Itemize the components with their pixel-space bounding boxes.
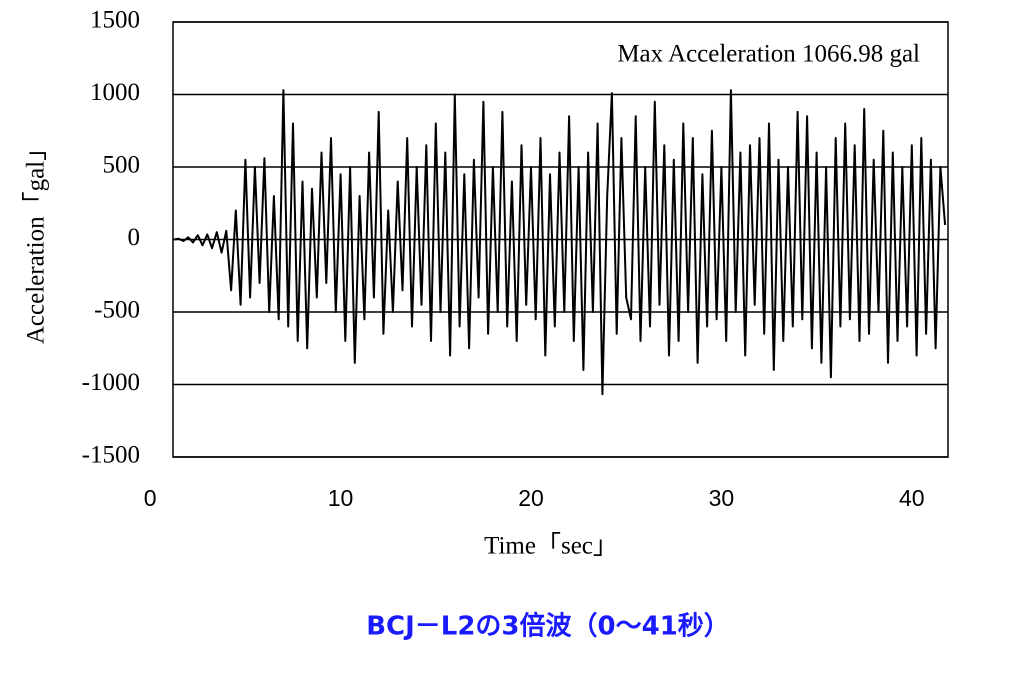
y-tick-label: 500 [103,152,141,179]
x-tick-label: 0 [144,485,157,511]
y-axis-label: Acceleration「gal」 [22,136,50,344]
y-tick-label: 1500 [90,7,140,34]
x-tick-label: 30 [709,485,735,511]
series-line [173,89,947,396]
x-tick-label: 20 [518,485,544,511]
y-tick-label: -1000 [82,369,140,396]
y-tick-label: 0 [128,224,141,251]
x-tick-label: 40 [899,485,925,511]
y-tick-label: -500 [94,297,140,324]
caption: BCJ－L2の3倍波（0～41秒） [366,611,730,642]
y-tick-label: 1000 [90,79,140,106]
annotation: Max Acceleration 1066.98 gal [617,41,920,68]
y-tick-label: -1500 [82,442,140,469]
x-tick-label: 10 [328,485,354,511]
x-axis-label: Time「sec」 [484,532,618,560]
